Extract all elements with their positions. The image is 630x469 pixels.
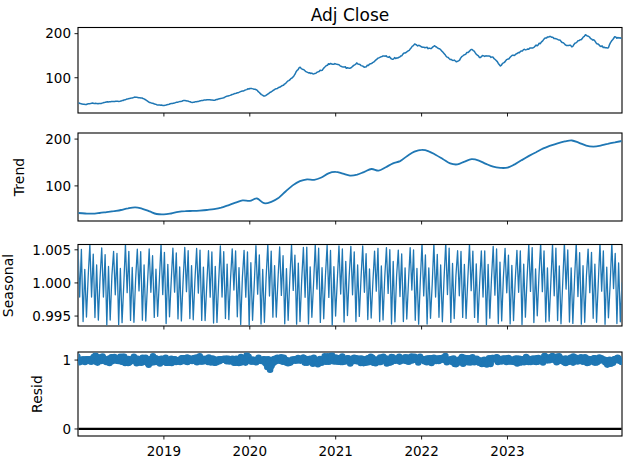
y-tick-label: 200 [45, 25, 71, 41]
ylabel-trend: Trend [11, 158, 27, 197]
y-tick-label: 0.995 [32, 308, 71, 324]
y-tick-label: 1 [62, 352, 71, 368]
ylabel-seasonal: Seasonal [0, 254, 16, 317]
panel-frame [78, 133, 622, 221]
seasonal-line [78, 243, 622, 326]
panel-resid: 2019 2020 2021 2022 2023 0 1 [62, 352, 622, 459]
y-tick-label: 100 [45, 70, 71, 86]
x-tick-label: 2022 [404, 443, 438, 459]
figure: Adj Close Trend Seasonal Resid 100200100… [0, 0, 630, 469]
resid-series [74, 352, 625, 429]
ylabel-resid: Resid [29, 375, 45, 413]
y-tick-label: 100 [45, 178, 71, 194]
panel-frame [78, 28, 622, 114]
y-tick-label: 1.000 [32, 275, 71, 291]
y-tick-label: 0 [62, 421, 71, 437]
x-tick-label: 2023 [490, 443, 524, 459]
x-tick-label: 2019 [147, 443, 181, 459]
plot-title: Adj Close [311, 5, 390, 25]
observed-series [78, 35, 622, 106]
y-tick-label: 1.005 [32, 242, 71, 258]
trend-series [78, 140, 622, 214]
x-tick-label: 2020 [233, 443, 267, 459]
axes-root: 1002001002000.9951.0001.0052019202020212… [32, 25, 625, 458]
trend-line [78, 140, 622, 214]
y-tick-label: 200 [45, 131, 71, 147]
x-tick-label: 2021 [319, 443, 353, 459]
seasonal-series [78, 243, 622, 326]
observed-line [78, 35, 622, 106]
seasonal-decomposition-plot: Adj Close Trend Seasonal Resid 100200100… [0, 0, 630, 469]
panel-trend: 100 200 [45, 131, 622, 225]
panel-observed: 100 200 [45, 25, 622, 116]
